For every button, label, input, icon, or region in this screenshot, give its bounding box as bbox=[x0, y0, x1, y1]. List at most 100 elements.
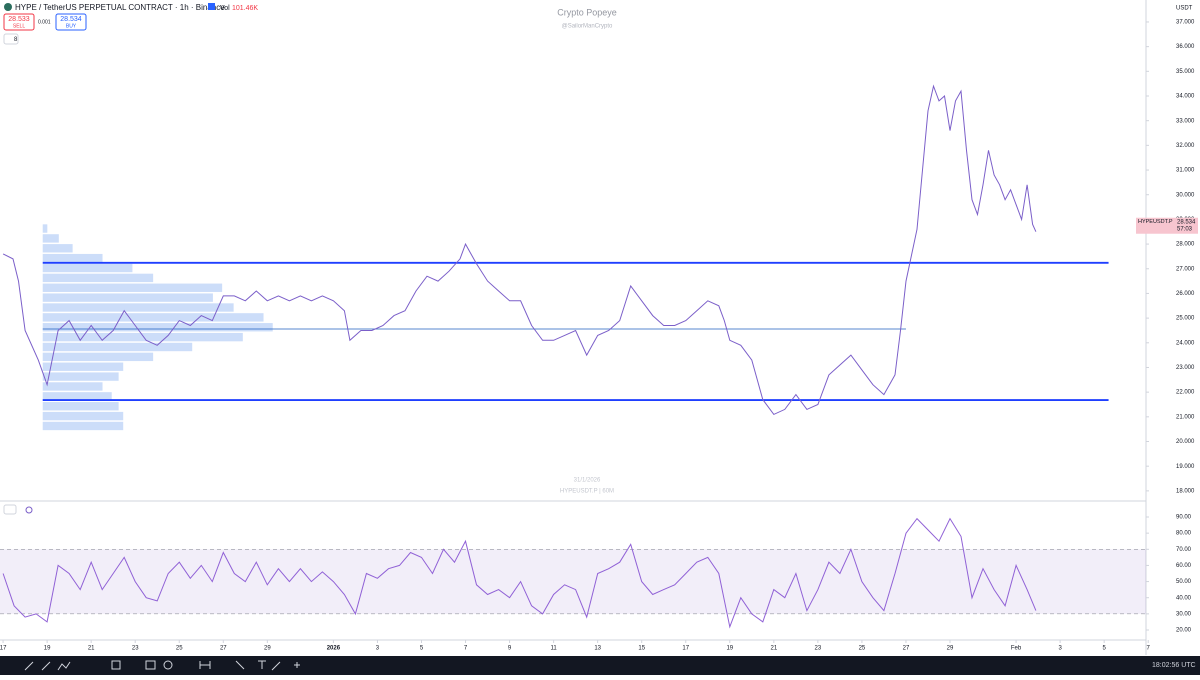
x-tick-label: 3 bbox=[376, 646, 380, 652]
watermark-handle: @SailorManCrypto bbox=[562, 24, 613, 30]
x-tick-label: 15 bbox=[638, 646, 645, 652]
y-tick-label: 35.000 bbox=[1176, 69, 1195, 75]
volume-profile-row bbox=[42, 362, 124, 371]
price-tag-price: 28.534 bbox=[1177, 219, 1196, 225]
volume-profile-row bbox=[42, 303, 234, 312]
price-tag-countdown: 57:03 bbox=[1177, 226, 1193, 232]
y-tick-label: 27.000 bbox=[1176, 266, 1195, 272]
volume-profile-row bbox=[42, 392, 112, 401]
y-tick-label: 22.000 bbox=[1176, 390, 1195, 396]
volume-profile-row bbox=[42, 421, 124, 431]
misc-tools[interactable] bbox=[199, 660, 300, 671]
volume-profile-row bbox=[42, 323, 273, 332]
x-tick-label: 21 bbox=[770, 646, 777, 652]
y-tick-label: 33.000 bbox=[1176, 118, 1195, 124]
sell-label[interactable]: SELL bbox=[13, 23, 25, 29]
y-tick-label: 28.000 bbox=[1176, 242, 1195, 248]
price-tag-symbol: HYPEUSDT.P bbox=[1138, 219, 1173, 225]
y-tick-label: 24.000 bbox=[1176, 340, 1195, 346]
y-tick-label: 20.000 bbox=[1176, 439, 1195, 445]
volume-profile-row bbox=[42, 313, 264, 322]
x-tick-label: 25 bbox=[176, 646, 183, 652]
rsi-band bbox=[0, 549, 1146, 614]
toolbar-tools[interactable] bbox=[24, 660, 300, 671]
x-tick-label: 19 bbox=[726, 646, 733, 652]
y-tick-label: 70.00 bbox=[1176, 547, 1192, 553]
indicators-toggle[interactable] bbox=[3, 33, 19, 45]
volume-profile-row bbox=[42, 283, 223, 292]
watermark-title: Crypto Popeye bbox=[557, 7, 617, 17]
price-pane: 18.000 19.000 20.000 21.000 22.000 23.000 24.0… bbox=[0, 20, 1195, 652]
y-tick-label: 30.00 bbox=[1176, 611, 1192, 617]
y-tick-label: 60.00 bbox=[1176, 563, 1192, 569]
spread: 0.001 bbox=[38, 19, 51, 25]
rsi-collapse[interactable] bbox=[3, 504, 17, 515]
buy-label[interactable]: BUY bbox=[66, 23, 77, 29]
x-tick-label: 19 bbox=[44, 646, 51, 652]
x-tick-label: 3 bbox=[1058, 646, 1062, 652]
x-tick-label: 7 bbox=[1147, 646, 1151, 652]
x-tick-label: 21 bbox=[88, 646, 95, 652]
buy-price[interactable]: 28.534 bbox=[60, 16, 82, 23]
y-tick-label: 18.000 bbox=[1176, 488, 1195, 494]
y-tick-label: 23.000 bbox=[1176, 365, 1195, 371]
clock: 18:02:56 UTC bbox=[1152, 662, 1196, 669]
y-tick-label: 37.000 bbox=[1176, 20, 1195, 26]
y-tick-label: 90.00 bbox=[1176, 515, 1192, 521]
x-tick-label: 25 bbox=[859, 646, 866, 652]
volume-profile-row bbox=[42, 382, 103, 391]
rect-tool[interactable] bbox=[111, 660, 121, 670]
range-tool[interactable] bbox=[145, 660, 156, 670]
volume-profile-row bbox=[42, 402, 119, 411]
exchange-icon bbox=[208, 3, 215, 10]
volume-profile-row bbox=[42, 273, 154, 283]
y-tick-label: 19.000 bbox=[1176, 464, 1195, 470]
volume-profile-row bbox=[42, 244, 73, 253]
volume-profile-row bbox=[42, 263, 133, 273]
volume-value: 101.46K bbox=[232, 5, 258, 12]
watermark-date: 31/1/2026 bbox=[574, 478, 601, 484]
volume-profile-row bbox=[42, 332, 243, 342]
x-tick-label: 2026 bbox=[327, 646, 341, 652]
x-tick-label: 27 bbox=[220, 646, 227, 652]
line-tools[interactable] bbox=[24, 661, 71, 671]
currency-selector[interactable]: USDT bbox=[1176, 6, 1193, 12]
symbol-icon bbox=[4, 3, 12, 11]
sell-price[interactable]: 28.533 bbox=[8, 16, 30, 23]
y-tick-label: 25.000 bbox=[1176, 316, 1195, 322]
x-tick-label: Feb bbox=[1011, 646, 1022, 652]
x-tick-label: 29 bbox=[264, 646, 271, 652]
x-tick-label: 5 bbox=[1102, 646, 1106, 652]
x-tick-label: 23 bbox=[132, 646, 139, 652]
x-tick-label: 7 bbox=[464, 646, 468, 652]
y-tick-label: 20.00 bbox=[1176, 628, 1192, 634]
volume-profile-row bbox=[42, 253, 103, 263]
x-tick-label: 11 bbox=[551, 646, 558, 652]
y-tick-label: 31.000 bbox=[1176, 168, 1195, 174]
x-tick-label: 5 bbox=[420, 646, 424, 652]
volume-profile-row bbox=[42, 352, 154, 362]
volume-profile-row bbox=[42, 411, 124, 421]
y-tick-label: 80.00 bbox=[1176, 531, 1192, 537]
y-tick-label: 34.000 bbox=[1176, 94, 1195, 100]
volume-profile-row bbox=[42, 234, 59, 243]
ellipse-tool[interactable] bbox=[163, 660, 173, 670]
volume-profile-row bbox=[42, 224, 48, 233]
rsi-settings[interactable] bbox=[25, 506, 33, 514]
buy-button[interactable] bbox=[55, 13, 87, 31]
indicator-count[interactable]: 8 bbox=[14, 37, 18, 43]
x-tick-label: 13 bbox=[594, 646, 601, 652]
y-tick-label: 36.000 bbox=[1176, 44, 1195, 50]
x-tick-label: 17 bbox=[0, 646, 7, 652]
toolbar bbox=[0, 656, 1200, 675]
volume-profile-row bbox=[42, 372, 119, 381]
sell-button[interactable] bbox=[3, 13, 35, 31]
volume-profile-row bbox=[42, 293, 213, 302]
volume-profile-row bbox=[42, 342, 193, 352]
watermark-symbol: HYPEUSDT.P | 60M bbox=[560, 489, 614, 495]
x-tick-label: 29 bbox=[947, 646, 954, 652]
y-tick-label: 50.00 bbox=[1176, 579, 1192, 585]
y-tick-label: 26.000 bbox=[1176, 291, 1195, 297]
